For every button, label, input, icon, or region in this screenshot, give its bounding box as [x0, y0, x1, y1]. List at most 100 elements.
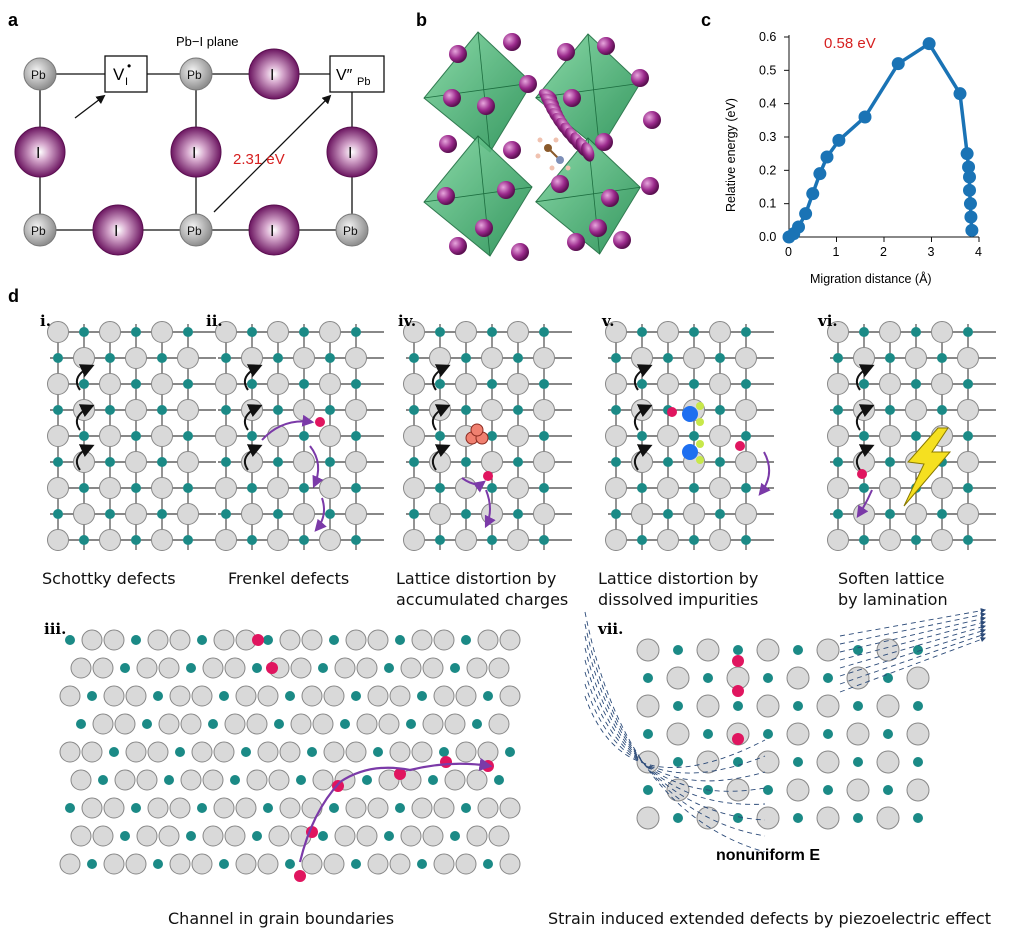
cation-site	[268, 825, 290, 847]
cation-site	[147, 741, 169, 763]
anion-site	[263, 635, 273, 645]
data-point	[832, 133, 846, 147]
cation-site	[879, 425, 901, 447]
anion-site	[362, 775, 372, 785]
anion-site	[428, 775, 438, 785]
migration-arrow	[261, 414, 315, 441]
anion-site	[487, 483, 497, 493]
cation-site	[169, 797, 191, 819]
anion-site	[885, 405, 895, 415]
cation-site	[657, 529, 679, 551]
iodine-sphere	[449, 45, 467, 63]
cation-site	[499, 797, 521, 819]
svg-text:V″: V″	[336, 67, 353, 84]
cation-site	[345, 629, 367, 651]
cation-site	[827, 477, 849, 499]
cation-site	[709, 477, 731, 499]
anion-site	[689, 379, 699, 389]
anion-site	[274, 719, 284, 729]
anion-site	[351, 859, 361, 869]
cation-site	[180, 769, 202, 791]
cation-site	[125, 347, 147, 369]
interstitial-ion	[483, 471, 493, 481]
anion-site	[109, 747, 119, 757]
cation-site	[191, 741, 213, 763]
anion-site	[299, 379, 309, 389]
octahedron-edge	[535, 186, 641, 203]
cation-site	[756, 806, 780, 830]
anion-site	[911, 431, 921, 441]
cation-site	[905, 399, 927, 421]
captions: i. Schottky defects ii. Frenkel defects iv. L…	[40, 312, 991, 928]
anion-site	[131, 635, 141, 645]
anion-site	[539, 483, 549, 493]
cation-site	[481, 503, 503, 525]
data-point	[858, 110, 872, 124]
anion-site	[472, 719, 482, 729]
cation-site	[709, 321, 731, 343]
iodine-atom	[14, 126, 66, 178]
cation-site	[906, 778, 930, 802]
cation-site	[735, 503, 757, 525]
cation-site	[267, 373, 289, 395]
cation-site	[683, 347, 705, 369]
migrating-ion	[440, 756, 452, 768]
migrating-ion	[294, 870, 306, 882]
lattice-v	[605, 321, 774, 551]
anion-site	[859, 535, 869, 545]
iodine-sphere	[641, 177, 659, 195]
cation-site	[323, 685, 345, 707]
field-line	[584, 635, 766, 821]
hop-arrow	[76, 364, 95, 391]
hydrogen-atom	[549, 165, 555, 171]
x-tick-label: 3	[928, 245, 935, 259]
iodine-label: I	[270, 67, 274, 84]
anion-site	[833, 457, 843, 467]
panel-d: d i. Schottky defects ii. Frenkel defects iv…	[8, 286, 996, 928]
anion-site	[461, 353, 471, 363]
cation-site	[696, 694, 720, 718]
cation-site	[215, 477, 237, 499]
data-point	[963, 183, 976, 197]
data-point	[813, 167, 827, 181]
lattice-iii	[59, 629, 521, 882]
anion-site	[53, 509, 63, 519]
anion-site	[183, 379, 193, 389]
subpanel-label-v: v.	[601, 312, 614, 330]
cation-site	[403, 425, 425, 447]
iodine-sphere	[595, 133, 613, 151]
migrating-ion	[732, 733, 744, 745]
anion-site	[793, 813, 803, 823]
cation-site	[177, 399, 199, 421]
data-point	[964, 210, 978, 224]
cation-site	[846, 778, 870, 802]
cation-site	[319, 321, 341, 343]
anion-site	[673, 701, 683, 711]
data-point	[792, 220, 805, 234]
panel-b-label: b	[416, 10, 427, 30]
anion-site	[417, 691, 427, 701]
anion-site	[273, 457, 283, 467]
anion-site	[637, 379, 647, 389]
lead-atom	[23, 57, 57, 91]
cation-site	[827, 529, 849, 551]
anion-site	[733, 813, 743, 823]
panel-b: b	[416, 10, 661, 261]
anion-site	[299, 535, 309, 545]
anion-site	[461, 405, 471, 415]
cation-site	[224, 825, 246, 847]
cation-site	[433, 853, 455, 875]
cation-site	[267, 477, 289, 499]
anion-site	[913, 701, 923, 711]
anion-site	[483, 691, 493, 701]
cation-site	[696, 750, 720, 774]
anion-site	[663, 353, 673, 363]
cation-site	[433, 685, 455, 707]
cation-site	[177, 503, 199, 525]
nitrogen-atom	[556, 156, 564, 164]
data-point	[891, 57, 905, 71]
iodine-sphere	[519, 75, 537, 93]
cation-site	[931, 529, 953, 551]
anion-site	[883, 673, 893, 683]
cation-site	[906, 722, 930, 746]
